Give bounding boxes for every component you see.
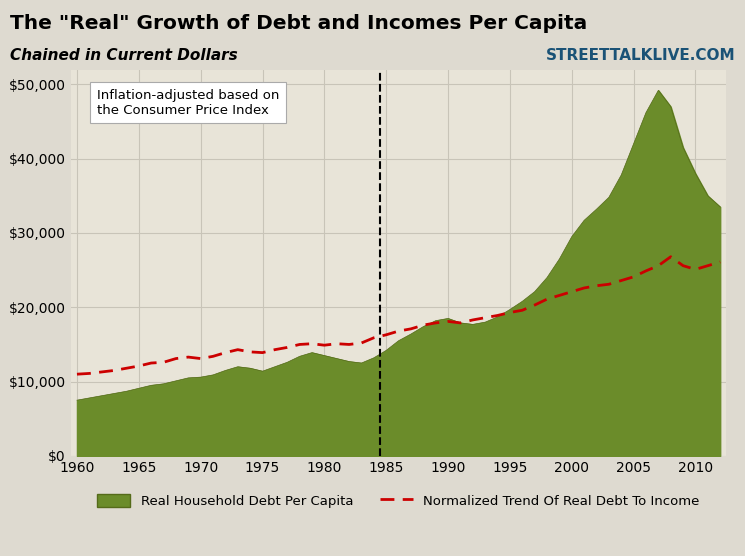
Legend: Real Household Debt Per Capita, Normalized Trend Of Real Debt To Income: Real Household Debt Per Capita, Normaliz… [92,488,705,513]
Text: STREETTALKLIVE.COM: STREETTALKLIVE.COM [545,48,735,63]
Text: Chained in Current Dollars: Chained in Current Dollars [10,48,238,63]
Text: The "Real" Growth of Debt and Incomes Per Capita: The "Real" Growth of Debt and Incomes Pe… [10,14,587,33]
Text: Inflation-adjusted based on
the Consumer Price Index: Inflation-adjusted based on the Consumer… [97,89,279,117]
